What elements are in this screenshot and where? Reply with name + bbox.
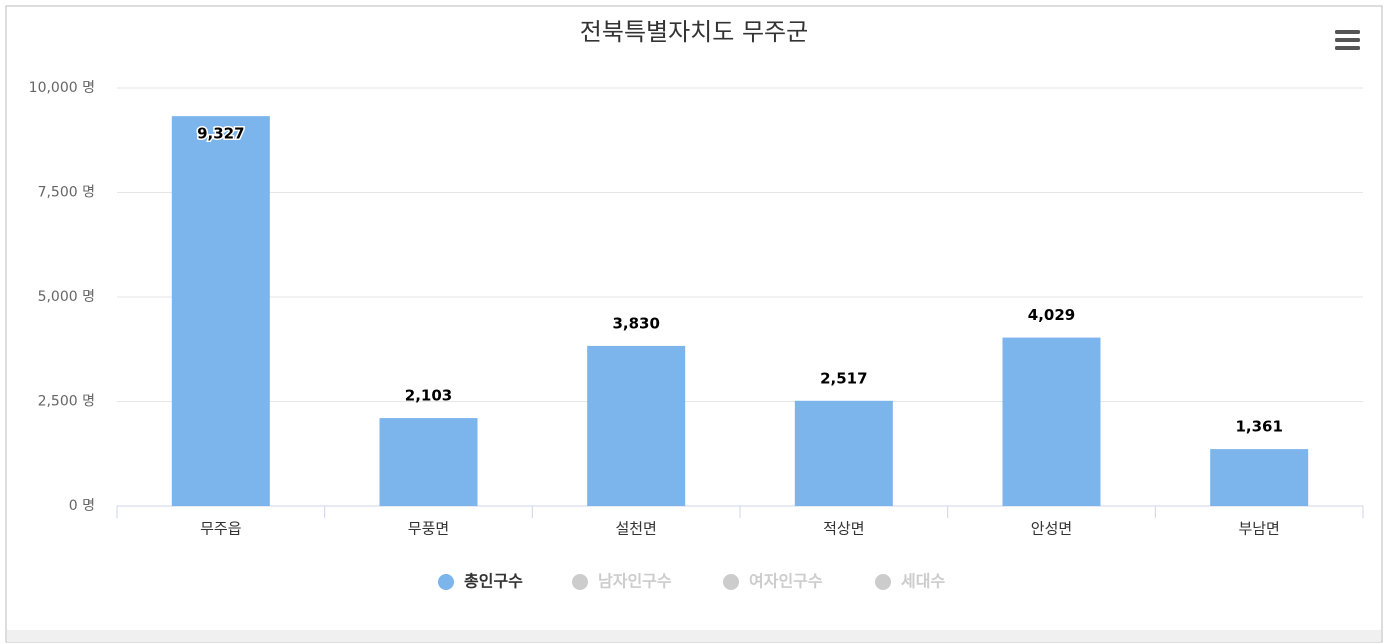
x-tick-label: 설천면 (615, 520, 656, 538)
data-label: 2,517 (820, 369, 867, 387)
data-label: 1,361 (1235, 418, 1282, 436)
legend-marker[interactable] (438, 574, 454, 590)
data-label: 2,103 (405, 387, 452, 405)
y-tick-label: 10,000 명 (29, 80, 95, 96)
x-tick-label: 적상면 (823, 520, 864, 538)
bar (171, 116, 270, 506)
x-tick-label: 부남면 (1238, 520, 1279, 538)
bar (1002, 337, 1101, 506)
x-tick-label: 무주읍 (200, 520, 241, 538)
scrollbar (7, 630, 1381, 642)
bar (587, 345, 686, 506)
menu-button[interactable] (1335, 30, 1360, 50)
bar (1210, 449, 1309, 506)
legend-label[interactable]: 여자인구수 (749, 572, 823, 591)
x-tick-label: 안성면 (1031, 520, 1072, 538)
data-label: 4,029 (1028, 306, 1075, 324)
data-label: 9,327 (197, 125, 244, 143)
legend-marker[interactable] (723, 574, 739, 590)
data-label: 3,830 (612, 314, 659, 332)
legend-marker[interactable] (572, 574, 588, 590)
y-tick-label: 7,500 명 (38, 185, 95, 201)
y-tick-label: 0 명 (69, 498, 95, 514)
legend-label[interactable]: 총인구수 (464, 572, 523, 591)
legend-marker[interactable] (875, 574, 891, 590)
legend-label[interactable]: 세대수 (901, 572, 945, 591)
x-tick-label: 무풍면 (408, 520, 449, 538)
bar (379, 418, 478, 506)
bar (794, 400, 893, 506)
y-tick-label: 5,000 명 (38, 289, 95, 305)
legend-label[interactable]: 남자인구수 (598, 572, 672, 591)
y-tick-label: 2,500 명 (38, 394, 95, 410)
chart-title: 전북특별자치도 무주군 (580, 18, 808, 46)
